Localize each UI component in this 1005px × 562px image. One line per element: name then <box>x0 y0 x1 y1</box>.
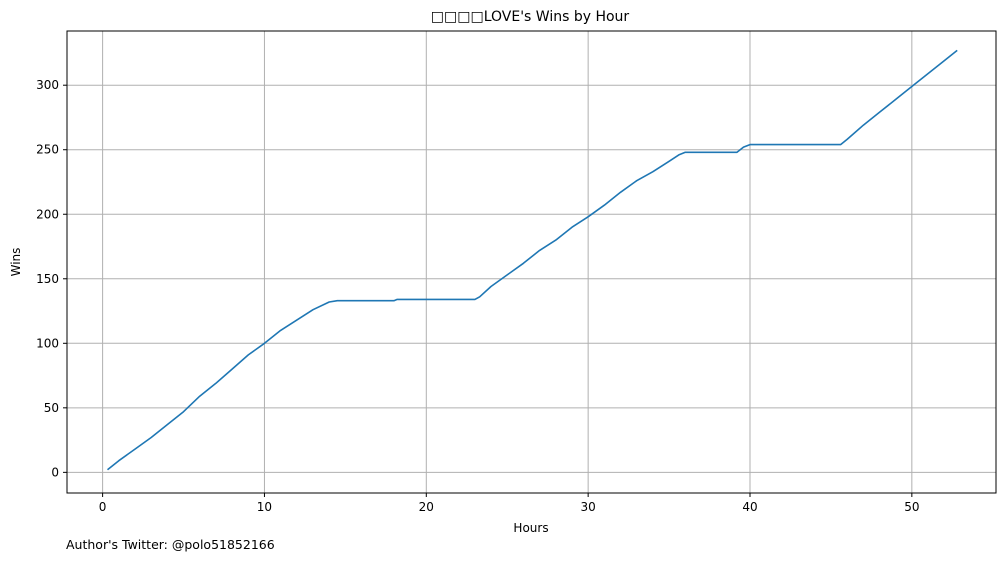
wins-line <box>106 49 958 471</box>
x-ticks: 0 10 20 30 40 50 <box>99 493 919 514</box>
author-footnote: Author's Twitter: @polo51852166 <box>66 537 275 552</box>
y-tick-label: 100 <box>36 336 59 350</box>
x-axis-label: Hours <box>513 521 548 535</box>
x-tick-label: 40 <box>742 500 757 514</box>
y-tick-label: 0 <box>51 465 59 479</box>
chart-title: □□□□LOVE's Wins by Hour <box>431 9 630 25</box>
plot-area-frame <box>66 30 997 494</box>
x-tick-label: 50 <box>904 500 919 514</box>
series-group <box>106 49 958 471</box>
y-tick-label: 150 <box>36 272 59 286</box>
x-tick-label: 10 <box>257 500 272 514</box>
y-tick-label: 300 <box>36 78 59 92</box>
y-tick-label: 50 <box>44 401 59 415</box>
y-axis-label: Wins <box>9 248 23 277</box>
x-tick-label: 30 <box>581 500 596 514</box>
x-tick-label: 20 <box>419 500 434 514</box>
y-tick-label: 200 <box>36 207 59 221</box>
y-ticks: 0 50 100 150 200 250 300 <box>36 78 67 479</box>
x-tick-label: 0 <box>99 500 107 514</box>
y-tick-label: 250 <box>36 143 59 157</box>
grid <box>67 31 996 493</box>
